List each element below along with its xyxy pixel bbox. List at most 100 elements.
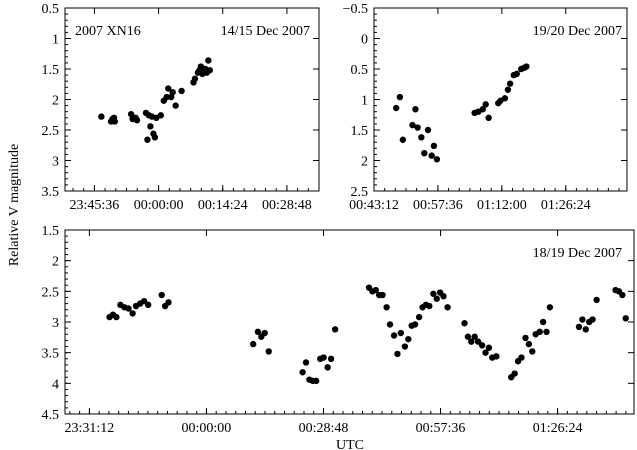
data-point [379,291,386,299]
y-tick-label: 1.5 [42,63,60,78]
data-point [478,342,486,349]
data-point [430,290,437,297]
y-tick-label: 2.5 [42,124,60,139]
data-point [506,80,514,87]
data-point [169,88,176,96]
data-point [525,340,533,348]
data-point [261,329,268,337]
panel-top-right: −0.5 0 0.5 1 1.5 2 2.500:43:12 00:57:36 01:12:00… [343,2,628,213]
data-point [444,304,451,311]
panel-annotation: 18/19 Dec 2007 [533,246,622,261]
data-point [411,321,419,328]
data-point [165,85,172,92]
x-tick-label: 23:45:36 [70,198,120,213]
data-point [129,310,136,317]
x-tick-label: 00:57:36 [416,421,466,436]
x-tick-label: 00:43:12 [349,198,399,213]
data-point [302,359,310,366]
data-point [98,113,105,120]
y-tick-label: 2 [52,255,59,270]
data-point [464,333,472,340]
x-tick-label: 00:28:48 [262,198,312,213]
x-axis-label: UTC [336,438,364,450]
x-tick-label: 00:14:24 [198,198,248,213]
data-point [479,106,486,113]
data-point [157,112,165,119]
data-point [485,114,492,122]
x-tick-label: 00:57:36 [413,198,463,213]
panel-top-left: 0.5 1 1.5 2 2.5 3 3.5 23:45:36 00:00:00 00:14:24 0… [42,2,320,213]
data-point [504,86,512,93]
data-point [394,350,401,358]
data-point [165,299,172,306]
data-point [622,315,629,322]
data-point [191,75,199,82]
data-point [415,313,423,321]
data-point [178,87,185,95]
y-tick-label: 3.5 [42,185,60,200]
x-tick-label: 00:00:00 [182,421,232,436]
data-point [324,364,331,371]
data-point [543,328,550,336]
data-point [401,343,409,350]
y-tick-label: 4 [52,377,59,392]
y-tick-label: 2 [361,155,368,170]
data-point [485,344,493,351]
data-point [372,286,379,294]
data-point [589,316,596,323]
panel-annotation: 2007 XN16 [75,24,141,39]
data-point [518,354,525,361]
data-point [399,136,407,143]
y-tick-label: 2.5 [42,285,60,300]
data-point [474,338,482,345]
data-point [619,291,626,299]
data-point [405,335,412,343]
data-point [312,377,320,385]
data-point [140,297,148,305]
data-point [582,326,589,333]
data-point [482,101,489,108]
data-point [151,134,159,141]
data-point [113,313,120,321]
x-tick-label: 23:31:12 [64,421,114,436]
x-tick-label: 00:28:48 [299,421,349,436]
data-point [424,126,432,134]
data-point [523,63,530,70]
data-point [433,156,441,163]
data-point [397,329,405,337]
data-point [327,355,335,362]
data-point [386,321,394,328]
data-point [249,340,257,348]
data-point [426,302,433,310]
data-point [579,316,586,323]
data-point [482,349,489,356]
data-point [539,318,547,326]
data-point [536,328,543,336]
data-point [125,305,132,312]
data-point [254,328,262,336]
data-point [163,93,170,101]
data-point [575,323,583,331]
y-tick-label: 1 [52,33,59,48]
data-point [299,369,306,376]
y-tick-label: 0.5 [351,63,369,78]
data-point [396,93,404,101]
data-point [546,304,554,311]
y-axis-label: Relative V magnitude [7,144,22,266]
y-tick-label: 1 [361,94,368,109]
data-point [147,123,154,130]
panel-bottom: 1.5 2 2.5 3 3.5 4 4.5 23:31:12 00:00:00 00:28:48 0… [42,224,635,436]
x-tick-label: 01:12:00 [477,198,527,213]
data-point [127,110,135,118]
data-point [421,149,428,157]
x-tick-label: 00:00:00 [134,198,184,213]
x-tick-label: 01:26:24 [541,198,591,213]
data-point [440,293,447,300]
data-point [430,142,438,150]
data-point [501,95,509,102]
y-tick-label: 4.5 [42,408,60,423]
data-point [265,348,272,355]
y-tick-label: 3 [52,316,59,331]
y-tick-label: 0.5 [42,2,60,17]
data-point [433,295,440,302]
